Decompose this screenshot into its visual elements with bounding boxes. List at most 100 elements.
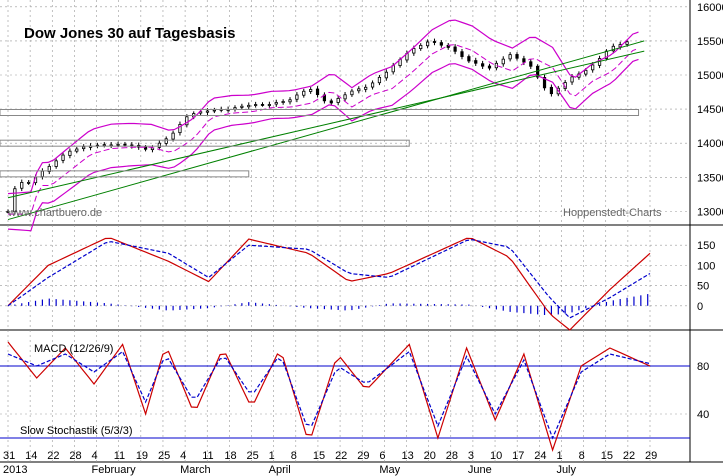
x-tick-label: 4	[180, 450, 186, 462]
y-tick-label: 13500	[697, 172, 723, 184]
x-tick-label: 29	[357, 450, 369, 462]
candle-body	[309, 89, 313, 92]
x-tick-label: 11	[114, 450, 125, 462]
trend-line-lower	[7, 40, 645, 221]
candle-body	[116, 143, 120, 146]
candle-body	[47, 165, 51, 172]
candle-body	[6, 210, 10, 213]
x-tick-label: 13	[401, 450, 413, 462]
candle-body	[542, 77, 547, 89]
macd-signal-line	[7, 239, 651, 319]
x-tick-label: 1	[556, 450, 562, 462]
y-tick-label: 14000	[697, 138, 723, 150]
x-axis: 31 14 22 28 4 11 19 25 4 11 18 25 1 8 15 22 29 6 13 20 28 3 10…	[3, 450, 657, 476]
macd-line	[7, 237, 651, 331]
candle-body	[315, 88, 320, 96]
candle-body	[467, 56, 471, 62]
x-tick-label: 28	[69, 450, 81, 462]
candle-body	[584, 69, 588, 75]
candle-body	[254, 104, 258, 106]
candle-body	[419, 44, 423, 50]
candle-body	[591, 64, 595, 71]
bollinger-lower	[7, 58, 639, 232]
x-tick-label: 25	[158, 450, 170, 462]
candle-body	[61, 154, 65, 161]
candle-body	[329, 100, 333, 104]
y-tick-label: 40	[697, 409, 709, 421]
x-month-label: July	[556, 464, 576, 476]
trend-line-upper	[7, 50, 645, 199]
stochastic-d-line	[7, 350, 651, 440]
x-tick-label: 20	[424, 450, 436, 462]
y-tick-label: 150	[697, 240, 715, 252]
candle-body	[425, 41, 430, 47]
x-tick-label: 25	[247, 450, 259, 462]
candle-body	[143, 146, 148, 150]
candle-body	[384, 71, 388, 79]
y-tick-label: 80	[697, 361, 709, 373]
candle-body	[522, 58, 526, 63]
x-tick-label: 6	[379, 450, 385, 462]
candle-body	[357, 88, 361, 92]
candle-body	[288, 99, 292, 103]
x-month-label: April	[269, 464, 291, 476]
candle-body	[453, 46, 457, 52]
x-month-label: May	[379, 464, 400, 476]
candle-body	[185, 116, 189, 126]
macd-panel: 0 50 100 150	[7, 237, 715, 331]
x-tick-label: 28	[446, 450, 458, 462]
candle-body	[364, 86, 368, 90]
candle-body	[27, 181, 31, 184]
x-tick-label: 29	[645, 450, 657, 462]
candle-body	[350, 90, 354, 96]
chart-title: Dow Jones 30 auf Tagesbasis	[24, 25, 235, 42]
x-tick-label: 24	[534, 450, 546, 462]
candle-body	[625, 41, 629, 45]
x-tick-label: 10	[490, 450, 502, 462]
candle-body	[302, 90, 306, 96]
x-tick-label: 14	[25, 450, 37, 462]
x-month-label: June	[468, 464, 492, 476]
x-tick-label: 18	[224, 450, 236, 462]
stochastic-k-line	[7, 341, 651, 452]
candle-body	[295, 94, 299, 100]
y-tick-label: 15000	[697, 70, 723, 82]
candle-body	[123, 143, 127, 146]
candle-body	[171, 132, 175, 140]
candle-body	[13, 188, 17, 213]
x-tick-label: 11	[202, 450, 213, 462]
candle-body	[481, 63, 485, 67]
candle-body	[157, 142, 161, 148]
candle-body	[432, 41, 437, 43]
candle-body	[68, 150, 72, 156]
candle-body	[570, 76, 574, 83]
candle-body	[102, 144, 106, 147]
candle-body	[164, 138, 168, 144]
candle-body	[439, 42, 443, 46]
candle-body	[274, 102, 278, 105]
candle-body	[178, 124, 182, 134]
macd-label: MACD (12/26/9)	[34, 343, 113, 355]
x-tick-label: 15	[313, 450, 325, 462]
x-tick-label: 22	[623, 450, 635, 462]
x-tick-label: 3	[468, 450, 474, 462]
support-zone	[0, 139, 410, 147]
y-tick-label: 14500	[697, 104, 723, 116]
candle-body	[260, 104, 265, 106]
x-month-label: February	[92, 464, 137, 476]
watermark-left: www.chartbuero.de	[7, 207, 102, 219]
y-tick-label: 50	[697, 281, 709, 293]
x-tick-label: 22	[335, 450, 347, 462]
y-tick-label: 15500	[697, 36, 723, 48]
candle-body	[460, 51, 464, 57]
candle-body	[336, 98, 340, 103]
candle-body	[412, 48, 416, 54]
x-tick-label: 31	[3, 450, 15, 462]
candle-body	[281, 101, 285, 103]
candle-body	[515, 54, 519, 59]
candle-body	[529, 61, 533, 67]
candle-body	[487, 65, 492, 69]
candle-body	[75, 148, 79, 152]
